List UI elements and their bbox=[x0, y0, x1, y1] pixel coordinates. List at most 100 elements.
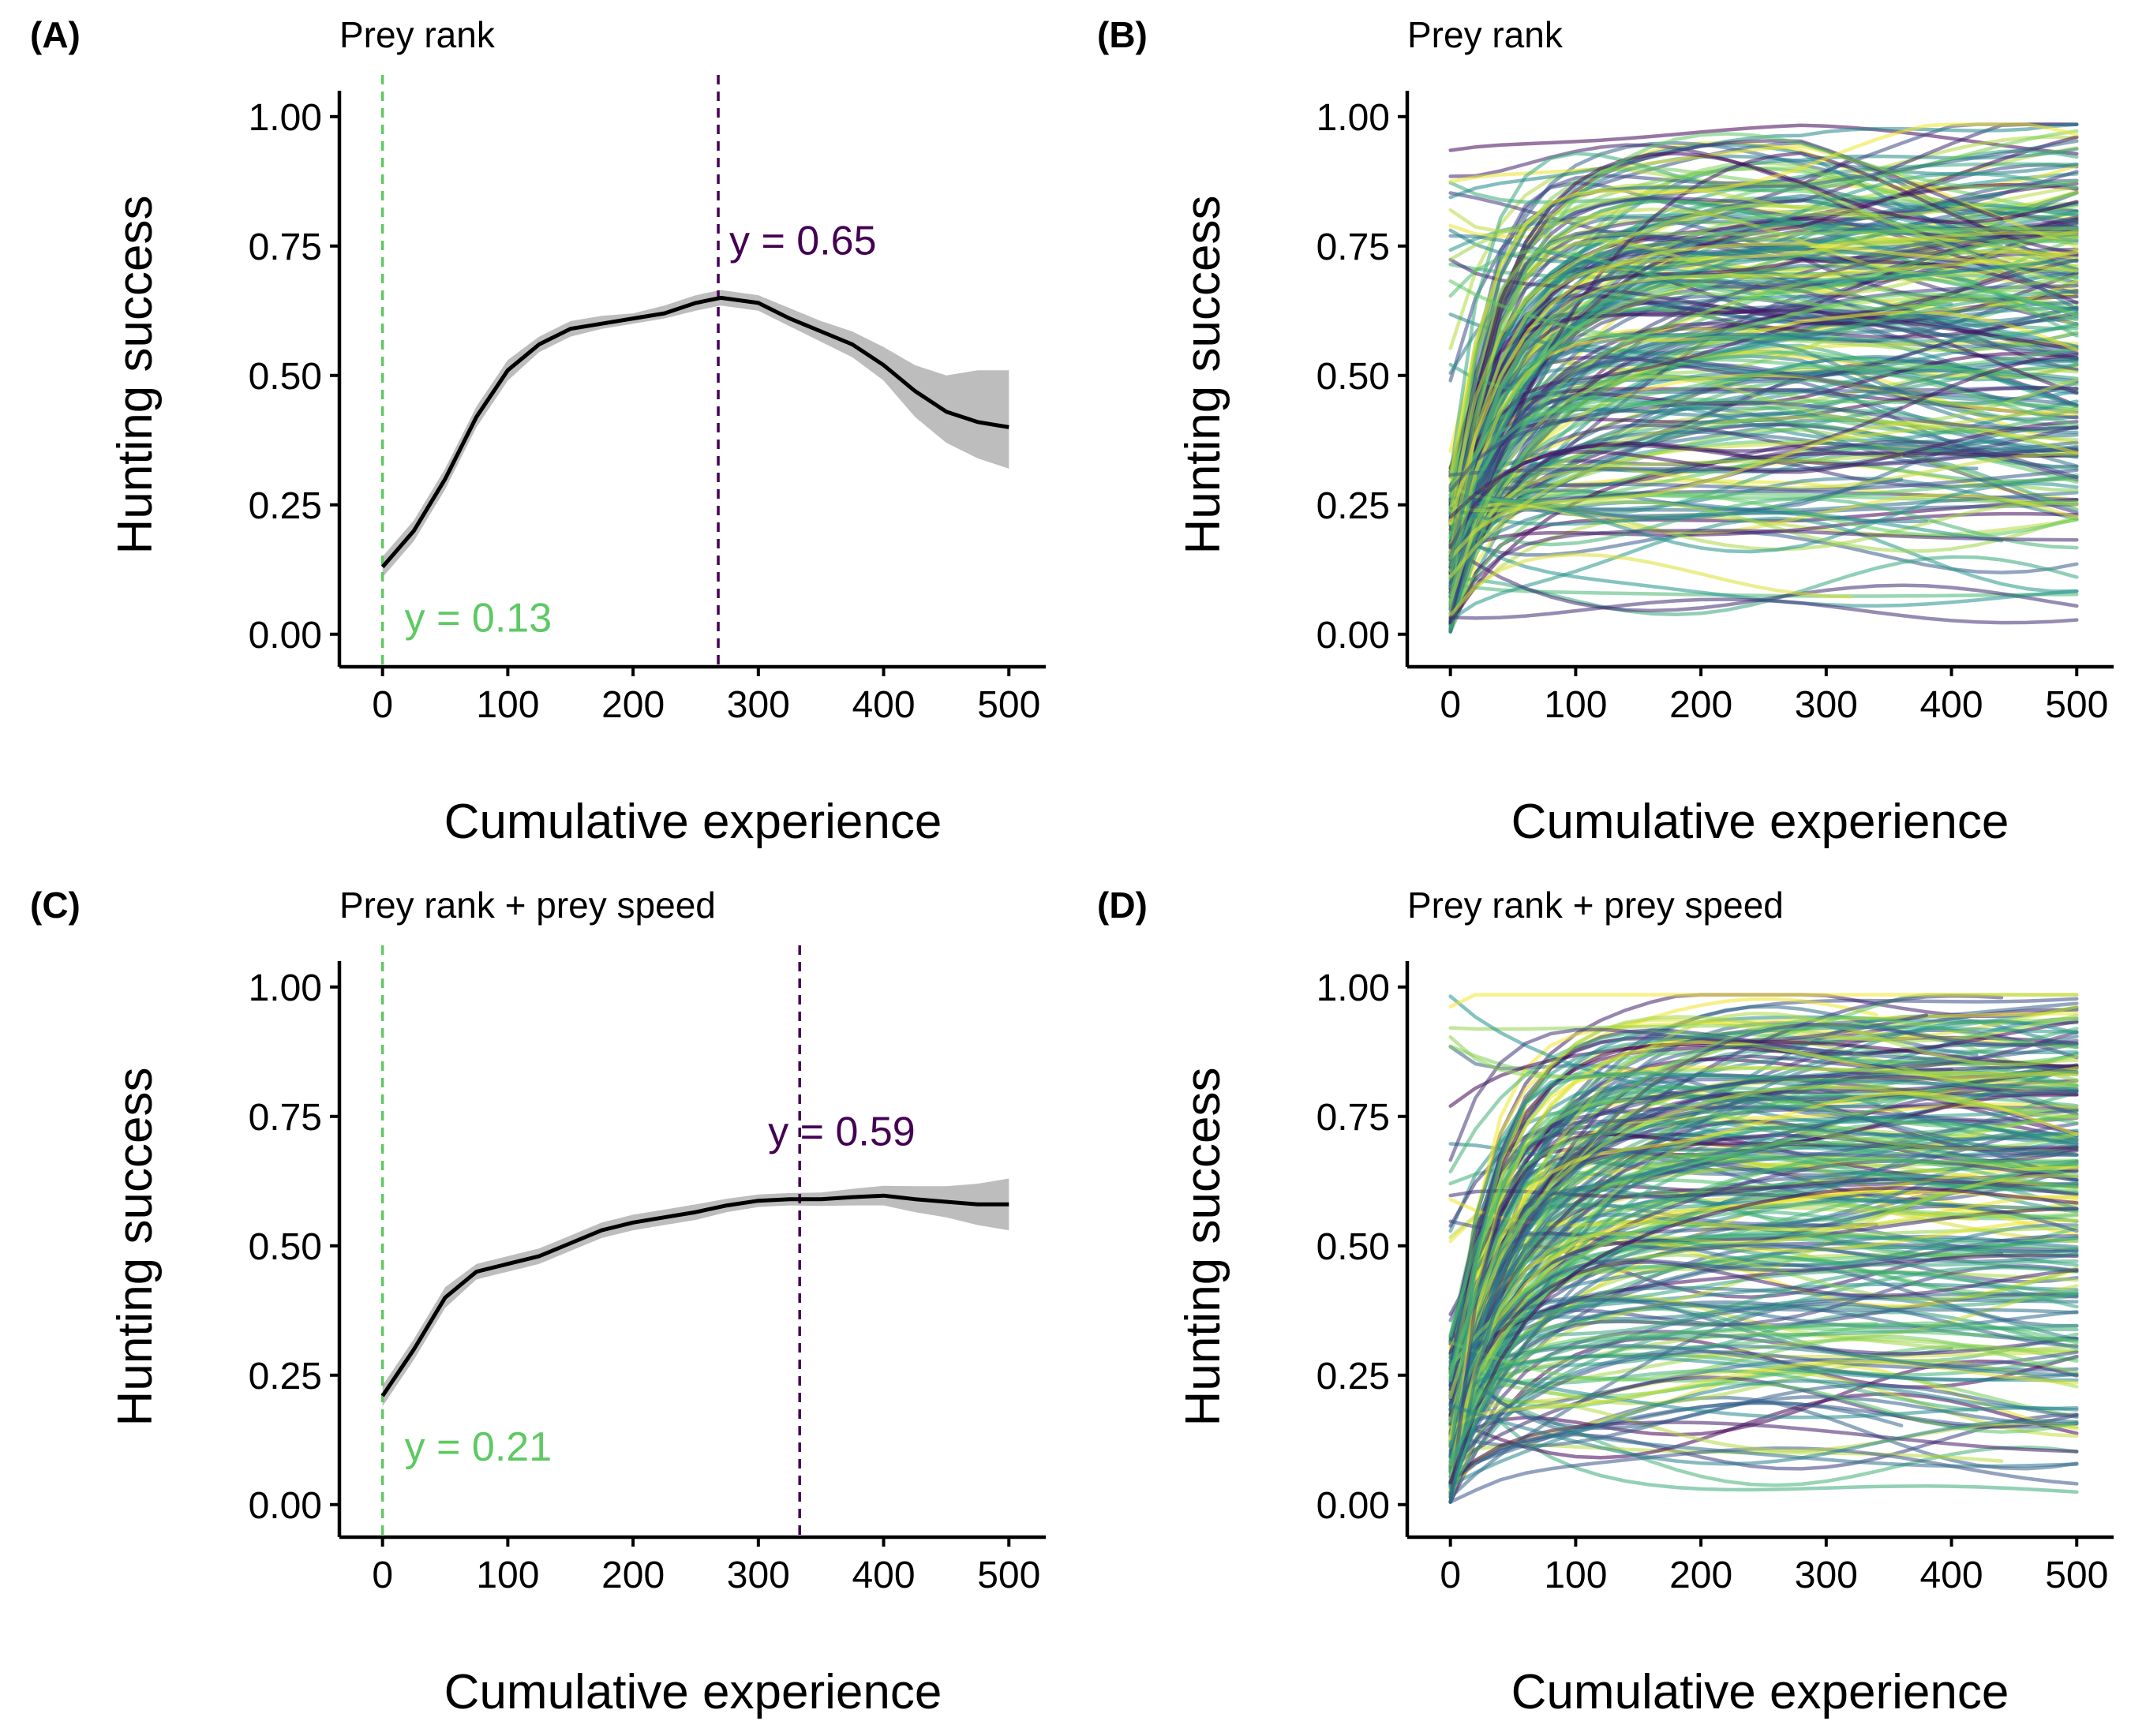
panel-a-x-tick-label: 500 bbox=[977, 684, 1040, 726]
panel-d-individual-curve bbox=[1448, 1035, 2079, 1079]
panel-c: (C) Prey rank + prey speed Hunting succe… bbox=[30, 885, 1046, 1719]
panel-d-individual-curve bbox=[1448, 1446, 2079, 1504]
panel-b-individual-curve bbox=[1448, 279, 2079, 339]
panel-b-individual-curve bbox=[1448, 230, 2079, 556]
panel-d-individual-curve bbox=[1448, 1360, 2079, 1430]
panel-d-title: Prey rank + prey speed bbox=[1407, 885, 1784, 926]
panel-b-x-tick-label: 400 bbox=[1919, 684, 1983, 726]
panel-c-x-axis-title: Cumulative experience bbox=[444, 1665, 942, 1719]
panel-b-individual-curve bbox=[1448, 122, 2079, 482]
panel-b-individual-curve bbox=[1448, 407, 2079, 578]
panel-b-x-tick-label: 200 bbox=[1669, 684, 1732, 726]
panel-b-individual-curve bbox=[1448, 129, 2079, 476]
panel-d-individual-curve bbox=[1448, 1011, 2079, 1441]
panel-d-y-tick-label: 0.75 bbox=[1316, 1097, 1390, 1139]
panel-b-individual-curve bbox=[1448, 389, 2079, 588]
panel-b-individual-curve bbox=[1448, 555, 2079, 617]
panel-a-x-tick-label: 400 bbox=[852, 684, 915, 726]
panel-c-mean-line bbox=[380, 1193, 1009, 1397]
panel-d-individual-curve bbox=[1448, 1084, 2079, 1399]
panel-d-individual-curve bbox=[1448, 1420, 2079, 1485]
panel-a-y-tick-label: 1.00 bbox=[249, 97, 322, 139]
panel-b-individual-curve bbox=[1448, 552, 1853, 618]
panel-b-individual-curve bbox=[1448, 193, 2079, 555]
panel-d-individual-curve bbox=[1448, 1344, 2079, 1458]
panel-d-individual-curve bbox=[1448, 1013, 2079, 1446]
panel-c-plateau-value-label: y = 0.59 bbox=[768, 1109, 915, 1155]
panel-c-y-tick-label: 0.00 bbox=[249, 1485, 322, 1527]
panel-b-x-tick-label: 300 bbox=[1795, 684, 1858, 726]
panel-c-plot-area: y = 0.21 y = 0.59 0.00 0.25 0.50 0.75 1.00 0 100… bbox=[249, 945, 1046, 1596]
panel-d-individual-curve bbox=[1448, 1106, 2079, 1504]
panel-d-x-tick-label: 200 bbox=[1669, 1555, 1732, 1596]
panel-d-individual-curve bbox=[1448, 1195, 2079, 1420]
panel-d-individual-curve bbox=[1448, 1126, 2079, 1435]
panel-c-x-tick-label: 0 bbox=[372, 1555, 393, 1596]
panel-a-x-tick-label: 0 bbox=[372, 684, 393, 726]
panel-d-individual-curve bbox=[1448, 1401, 1904, 1484]
panel-d-individual-curve bbox=[1448, 1360, 2079, 1420]
panel-a-y-tick-label: 0.00 bbox=[249, 615, 322, 657]
panel-a-x-tick-label: 200 bbox=[601, 684, 665, 726]
panel-b-individual-curve bbox=[1448, 321, 2079, 634]
panel-d-individual-curve bbox=[1448, 1403, 2079, 1466]
panel-b-individual-curve bbox=[1448, 310, 2079, 581]
panel-d-individual-curve bbox=[1448, 1091, 2079, 1441]
panel-b-individual-curve bbox=[1448, 241, 2079, 525]
panel-a-tag: (A) bbox=[30, 14, 81, 55]
panel-d-individual-curve bbox=[1448, 1293, 2079, 1458]
panel-c-x-tick-label: 400 bbox=[852, 1555, 915, 1596]
panel-b-plot-area: 0.00 0.25 0.50 0.75 1.00 0 100 200 300 400 500 bbox=[1316, 91, 2114, 726]
panel-d-individual-curve bbox=[1448, 1334, 2079, 1382]
panel-a-title: Prey rank bbox=[339, 14, 496, 55]
panel-a-start-value-label: y = 0.13 bbox=[405, 595, 552, 641]
panel-b-individual-curve bbox=[1448, 220, 2079, 612]
panel-d-individual-curve bbox=[1448, 1355, 2079, 1431]
panel-c-start-value-label: y = 0.21 bbox=[405, 1424, 552, 1470]
panel-c-x-tick-label: 100 bbox=[476, 1555, 539, 1596]
panel-d-x-tick-label: 500 bbox=[2045, 1555, 2108, 1596]
panel-d-individual-curve bbox=[1448, 1260, 2079, 1418]
panel-b-individual-curve bbox=[1448, 258, 2079, 563]
panel-d-individual-curve bbox=[1448, 1323, 2079, 1464]
panel-d-individual-curve bbox=[1448, 1156, 2079, 1425]
panel-c-x-tick-label: 500 bbox=[977, 1555, 1040, 1596]
panel-a-y-tick-label: 0.25 bbox=[249, 485, 322, 527]
panel-b-x-tick-label: 0 bbox=[1440, 684, 1461, 726]
panel-d-individual-curve bbox=[1448, 1072, 2079, 1382]
panel-c-x-tick-label: 300 bbox=[727, 1555, 790, 1596]
panel-d-individual-curve bbox=[1448, 1233, 2079, 1426]
panel-b-individual-curve bbox=[1448, 365, 2079, 573]
panel-d-x-tick-label: 0 bbox=[1440, 1555, 1461, 1596]
panel-c-y-tick-label: 1.00 bbox=[249, 967, 322, 1009]
panel-b-y-tick-label: 0.50 bbox=[1316, 356, 1390, 398]
panel-b-x-tick-label: 500 bbox=[2045, 684, 2108, 726]
panel-c-y-tick-label: 0.25 bbox=[249, 1356, 322, 1397]
panel-d-y-tick-label: 1.00 bbox=[1316, 967, 1390, 1009]
panel-a-confidence-band bbox=[382, 290, 1009, 578]
panel-b-individual-curve bbox=[1448, 139, 2079, 591]
panel-b-individual-curve bbox=[1448, 353, 2079, 519]
panel-b-individual-curve bbox=[1448, 346, 2079, 630]
panel-d-individual-curve bbox=[1448, 1379, 2079, 1487]
panel-d-y-axis-title: Hunting success bbox=[1176, 1068, 1230, 1427]
panel-b-individual-curve bbox=[1448, 496, 2079, 550]
panel-b-individual-curve bbox=[1448, 138, 2004, 591]
panel-b-individual-curve bbox=[1448, 454, 1904, 589]
panel-d-individual-curve bbox=[1448, 1354, 2079, 1409]
panel-c-title: Prey rank + prey speed bbox=[339, 885, 716, 926]
panel-d-individual-curve bbox=[1448, 1147, 2079, 1405]
panel-b-individual-curve bbox=[1448, 203, 1878, 512]
panel-a-mean-line bbox=[380, 295, 1009, 569]
panel-b-individual-curve bbox=[1448, 428, 2079, 550]
panel-d-individual-curve bbox=[1448, 1098, 2079, 1382]
panel-d-x-tick-label: 100 bbox=[1544, 1555, 1607, 1596]
panel-a-y-axis-title: Hunting success bbox=[108, 196, 163, 555]
panel-b-individual-curve bbox=[1448, 506, 2004, 543]
panel-b-individual-curve bbox=[1448, 275, 2079, 597]
panel-d-y-tick-label: 0.00 bbox=[1316, 1485, 1390, 1527]
panel-b-y-tick-label: 1.00 bbox=[1316, 97, 1390, 139]
panel-d-individual-curve bbox=[1448, 1203, 2079, 1369]
panel-b-title: Prey rank bbox=[1407, 14, 1564, 55]
